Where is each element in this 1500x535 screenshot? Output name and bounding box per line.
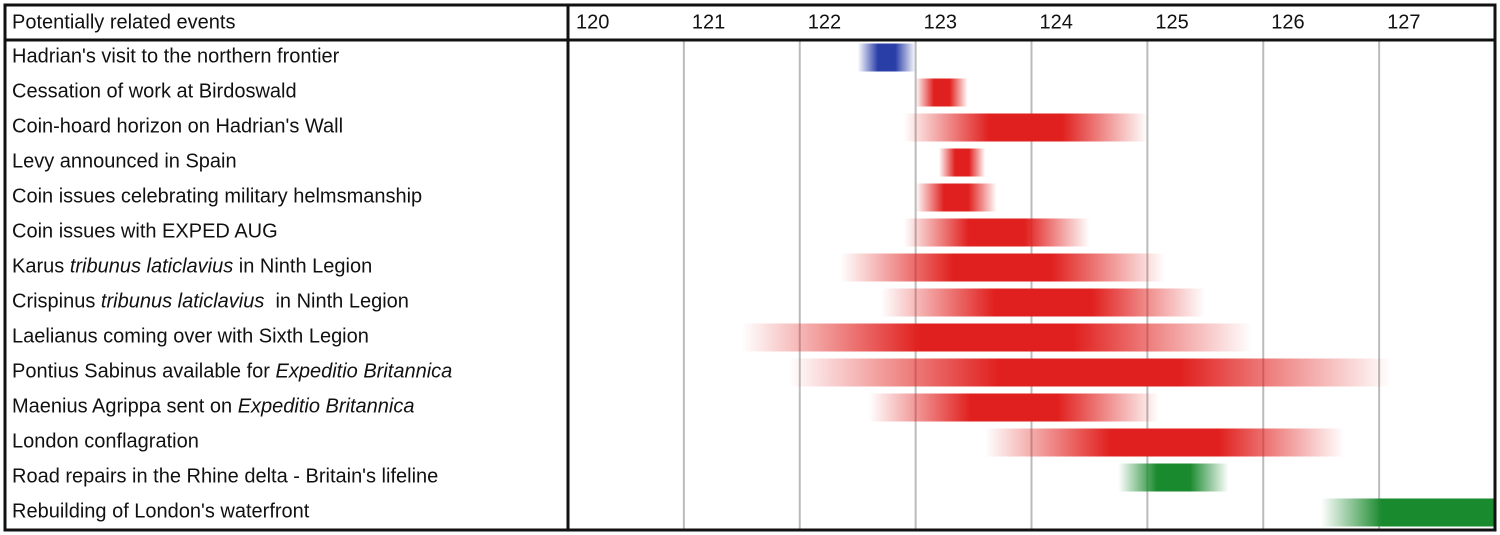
event-bar — [741, 323, 1252, 352]
x-tick-label: 120 — [576, 11, 609, 33]
row-label: Road repairs in the Rhine delta - Britai… — [12, 466, 438, 488]
event-bar — [880, 288, 1206, 317]
label-segment: Crispinus — [12, 291, 101, 313]
row-label: Cessation of work at Birdoswald — [12, 81, 297, 103]
event-bar — [938, 148, 986, 177]
row-label: Rebuilding of London's waterfront — [12, 501, 310, 523]
event-bar — [904, 218, 1090, 247]
event-bar — [788, 358, 1391, 387]
label-segment: Coin issues celebrating military helmsma… — [12, 186, 422, 208]
row-label: Hadrian's visit to the northern frontier — [12, 46, 340, 68]
label-segment: Road repairs in the Rhine delta - Britai… — [12, 466, 438, 488]
event-bar — [857, 43, 916, 72]
x-tick-label: 124 — [1040, 11, 1073, 33]
event-bar — [904, 113, 1148, 142]
label-segment: Levy announced in Spain — [12, 151, 237, 173]
row-label: Karus tribunus laticlavius in Ninth Legi… — [12, 256, 372, 278]
label-segment: in Ninth Legion — [264, 291, 409, 313]
row-label: London conflagration — [12, 431, 199, 453]
event-bar — [869, 393, 1159, 422]
row-label: Coin issues with EXPED AUG — [12, 221, 278, 243]
label-segment: Cessation of work at Birdoswald — [12, 81, 297, 103]
event-bar — [1321, 498, 1495, 527]
row-label: Levy announced in Spain — [12, 151, 237, 173]
x-tick-label: 123 — [924, 11, 957, 33]
label-segment: Pontius Sabinus available for — [12, 361, 276, 383]
event-bar — [840, 253, 1165, 282]
label-segment: Expeditio Britannica — [276, 361, 453, 383]
event-bar — [985, 428, 1345, 457]
label-segment: Coin-hoard horizon on Hadrian's Wall — [12, 116, 343, 138]
label-segment: in Ninth Legion — [233, 256, 372, 278]
x-tick-label: 127 — [1387, 11, 1420, 33]
event-bar — [915, 78, 968, 107]
label-segment: Karus — [12, 256, 70, 278]
header-title: Potentially related events — [12, 11, 235, 33]
row-label: Pontius Sabinus available for Expeditio … — [12, 361, 452, 383]
label-segment: tribunus laticlavius — [101, 291, 264, 313]
x-tick-label: 125 — [1155, 11, 1188, 33]
label-segment: Expeditio Britannica — [238, 396, 415, 418]
table-border — [3, 3, 1497, 532]
label-segment: Maenius Agrippa sent on — [12, 396, 238, 418]
event-bar — [915, 183, 997, 212]
label-segment: tribunus laticlavius — [70, 256, 233, 278]
event-bar — [1118, 463, 1229, 492]
label-segment: Hadrian's visit to the northern frontier — [12, 46, 340, 68]
label-segment: Laelianus coming over with Sixth Legion — [12, 326, 369, 348]
row-label: Coin-hoard horizon on Hadrian's Wall — [12, 116, 343, 138]
row-label: Maenius Agrippa sent on Expeditio Britan… — [12, 396, 414, 418]
label-segment: Coin issues with EXPED AUG — [12, 221, 278, 243]
row-label: Crispinus tribunus laticlavius in Ninth … — [12, 291, 409, 313]
x-tick-label: 121 — [692, 11, 725, 33]
row-label: Coin issues celebrating military helmsma… — [12, 186, 422, 208]
label-segment: Rebuilding of London's waterfront — [12, 501, 310, 523]
x-tick-label: 122 — [808, 11, 841, 33]
x-tick-label: 126 — [1271, 11, 1304, 33]
row-label: Laelianus coming over with Sixth Legion — [12, 326, 369, 348]
label-segment: London conflagration — [12, 431, 199, 453]
